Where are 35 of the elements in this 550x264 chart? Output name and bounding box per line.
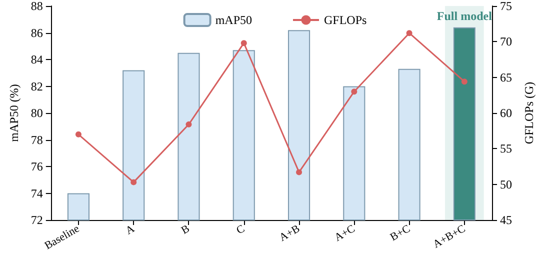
x-tick-label: B+C bbox=[388, 222, 412, 244]
point bbox=[461, 78, 468, 85]
legend-label: GFLOPs bbox=[324, 13, 368, 27]
y2-tick-label: 45 bbox=[500, 213, 512, 227]
y-tick-label: 86 bbox=[30, 26, 43, 40]
point bbox=[296, 169, 302, 176]
y-tick-label: 80 bbox=[30, 106, 43, 120]
point bbox=[75, 131, 82, 138]
y-tick-label: 76 bbox=[30, 160, 43, 174]
point bbox=[351, 88, 358, 95]
x-tick-label: B bbox=[179, 222, 192, 237]
y2-tick-label: 50 bbox=[500, 177, 512, 192]
x-tick-label: A+B bbox=[277, 222, 302, 244]
y-tick-label: 72 bbox=[30, 213, 43, 227]
point bbox=[406, 30, 412, 36]
x-tick-label: C bbox=[234, 222, 247, 237]
point bbox=[130, 179, 137, 186]
y-tick-label: 78 bbox=[30, 132, 43, 147]
y-tick-label: 82 bbox=[30, 79, 43, 94]
legend-label: mAP50 bbox=[215, 13, 252, 27]
y2-tick-label: 55 bbox=[500, 142, 512, 156]
y-tick-label: 84 bbox=[30, 52, 43, 66]
y2-tick-label: 60 bbox=[500, 106, 512, 120]
y-tick-label: 74 bbox=[30, 186, 43, 200]
y2-tick-label: 70 bbox=[500, 34, 512, 49]
y2-tick-label: 75 bbox=[500, 0, 512, 13]
y-axis-title: mAP50 (%) bbox=[7, 84, 21, 142]
x-tick-label: A bbox=[124, 222, 137, 238]
x-tick-label: A+C bbox=[332, 222, 358, 244]
y-tick-label: 88 bbox=[30, 0, 43, 13]
point bbox=[186, 121, 192, 128]
band-label: Full model bbox=[436, 9, 493, 23]
y2-axis-title: GFLOPs (G) bbox=[522, 82, 536, 144]
point bbox=[240, 40, 247, 46]
y2-tick-label: 65 bbox=[500, 70, 512, 84]
